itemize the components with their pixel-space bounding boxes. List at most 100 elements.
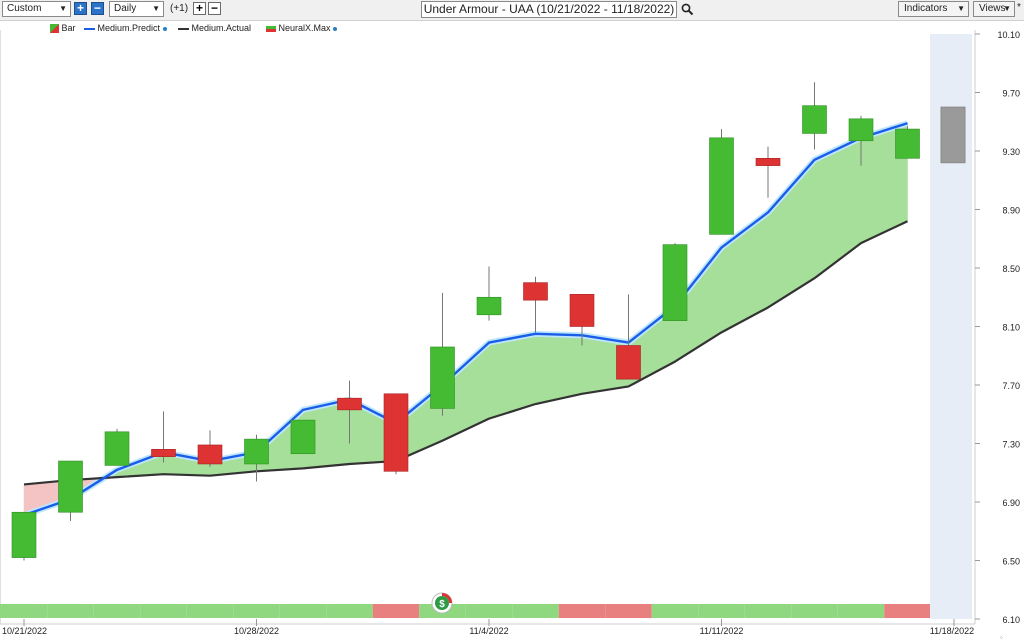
chart-title: Under Armour - UAA (10/21/2022 - 11/18/2…: [423, 2, 675, 16]
signal-segment: [93, 604, 141, 618]
toolbar: Custom ▼ + − Daily ▼ (+1) + − Under Armo…: [0, 0, 1024, 21]
signal-segment: [233, 604, 280, 618]
signal-segment: [558, 604, 606, 618]
candle: [290, 419, 316, 455]
legend-bar[interactable]: Bar: [50, 22, 76, 36]
y-tick-label: 8.50: [1002, 264, 1020, 274]
candle-body: [11, 511, 37, 558]
step-decrease-button[interactable]: −: [208, 2, 221, 15]
candle-body: [523, 282, 548, 301]
candle: [755, 146, 781, 198]
views-modified-mark: *: [1017, 2, 1021, 13]
candle: [802, 82, 827, 150]
signal-segment: [744, 604, 792, 618]
chevron-down-icon: ▼: [957, 4, 965, 13]
forecast-fill: [535, 333, 583, 405]
candle: [104, 428, 130, 466]
step-label: (+1): [170, 3, 189, 14]
y-tick-label: 10.10: [997, 30, 1020, 40]
signal-segment: [372, 604, 420, 618]
legend-predict-label: Medium.Predict: [97, 23, 161, 33]
search-icon[interactable]: [681, 3, 694, 16]
views-button[interactable]: Views ▼: [973, 1, 1015, 17]
legend-predict[interactable]: Medium.Predict: [84, 22, 167, 36]
x-tick-label: 11/11/2022: [700, 626, 744, 636]
y-tick-label: 6.10: [1002, 615, 1020, 625]
y-tick-label: 9.30: [1002, 147, 1020, 157]
candle: [895, 126, 920, 159]
signal-segment: [47, 604, 94, 618]
candle-body: [290, 419, 316, 455]
signal-segment: [884, 604, 930, 618]
signal-segment: [651, 604, 699, 618]
candle: [197, 430, 223, 467]
range-select-value: Custom: [7, 3, 42, 14]
actual-line: [23, 220, 908, 486]
candle-body: [430, 346, 455, 409]
y-tick-label: 7.30: [1002, 440, 1020, 450]
legend-bar-label: Bar: [61, 23, 76, 33]
candle-body: [151, 449, 176, 457]
candle-body: [337, 397, 362, 411]
candle: [709, 129, 734, 235]
candle: [523, 276, 548, 333]
candle-body: [802, 105, 827, 134]
candle: [337, 380, 362, 444]
signal-segment: [698, 604, 745, 618]
candle: [58, 460, 83, 522]
candle-body: [58, 460, 83, 513]
signal-segment: [605, 604, 652, 618]
indicators-button[interactable]: Indicators ▼: [898, 1, 969, 17]
y-tick-label: 8.90: [1002, 206, 1020, 216]
candle-body: [104, 431, 130, 466]
range-select[interactable]: Custom ▼: [2, 1, 71, 17]
interval-select-value: Daily: [114, 3, 137, 14]
candle-body: [569, 294, 595, 327]
info-dot-icon: [333, 26, 338, 31]
views-label: Views: [979, 3, 1006, 14]
chevron-down-icon: ▼: [152, 4, 160, 13]
legend-actual[interactable]: Medium.Actual: [178, 22, 251, 36]
y-tick-label: 7.70: [1002, 381, 1020, 391]
zoom-in-button[interactable]: +: [74, 2, 87, 15]
signal-segment: [465, 604, 513, 618]
step-increase-button[interactable]: +: [193, 2, 206, 15]
signal-segment: [140, 604, 187, 618]
forecast-box: [940, 106, 966, 164]
legend-neural-label: NeuralX.Max: [278, 23, 331, 33]
candle-body: [755, 158, 781, 166]
y-tick-label: 6.50: [1002, 557, 1020, 567]
info-dot-icon: [162, 26, 167, 31]
bar-swatch-icon: [50, 24, 59, 34]
line-swatch-icon: [84, 27, 95, 30]
y-tick-label: 8.10: [1002, 323, 1020, 333]
candle-body: [383, 393, 409, 472]
strip-swatch-icon: [266, 25, 276, 32]
signal-segment: [186, 604, 234, 618]
chevron-down-icon: ▼: [1003, 4, 1011, 13]
candle: [616, 294, 641, 380]
x-tick-label: 11/4/2022: [469, 626, 508, 636]
zoom-out-button[interactable]: −: [91, 2, 104, 15]
x-tick-label: 11/18/2022: [930, 626, 974, 636]
candle: [662, 243, 688, 321]
candle-body: [244, 438, 269, 465]
legend-neural[interactable]: NeuralX.Max: [266, 22, 338, 36]
signal-segment: [512, 604, 559, 618]
signal-segment: [326, 604, 373, 618]
candle-body: [476, 296, 502, 316]
dollar-signal-icon[interactable]: $: [431, 592, 453, 614]
candle-body: [895, 128, 920, 159]
chart-title-box[interactable]: Under Armour - UAA (10/21/2022 - 11/18/2…: [421, 1, 677, 18]
signal-segment: [0, 604, 48, 618]
candle: [569, 294, 595, 346]
candle: [476, 266, 502, 321]
candle-body: [662, 244, 688, 321]
line-swatch-icon: [178, 27, 189, 30]
candle: [244, 434, 269, 482]
chart-corner-mark: ◦: [1000, 633, 1003, 642]
interval-select[interactable]: Daily ▼: [109, 1, 164, 17]
candlestick-chart[interactable]: 10.10 9.70 9.30 8.90 8.50 8.10 7.70 7.30 6.90 6.5…: [0, 20, 1024, 644]
legend-actual-label: Medium.Actual: [191, 23, 252, 33]
candle: [848, 115, 874, 166]
